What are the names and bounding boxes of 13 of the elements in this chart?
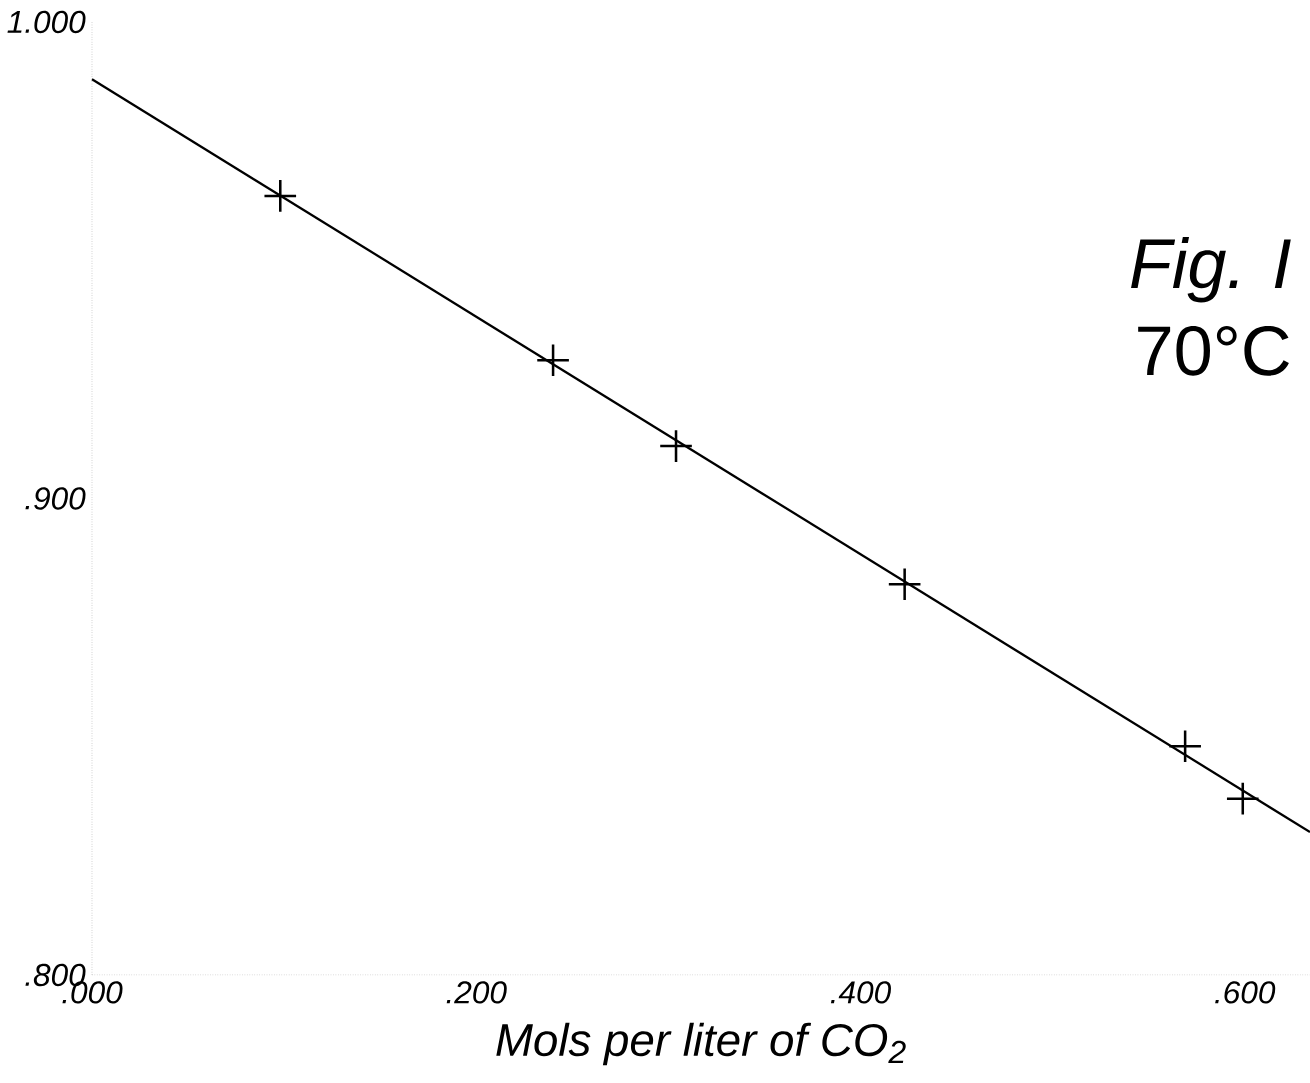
point xyxy=(537,344,569,377)
point xyxy=(1169,730,1201,763)
text: Fig. I xyxy=(1131,237,1291,303)
y-tick-label: 1.000 xyxy=(7,10,86,34)
point xyxy=(1226,782,1259,815)
y-tick-label: .900 xyxy=(25,487,86,510)
x-tick-label: .200 xyxy=(446,981,507,1004)
x-tick-label: .600 xyxy=(1215,981,1276,1004)
text: 70°C xyxy=(1138,325,1289,376)
x-tick-label: .400 xyxy=(830,981,891,1004)
point xyxy=(264,180,297,212)
x-axis-title: Mols per liter of CO$_{2}$ xyxy=(496,1022,906,1066)
point xyxy=(888,568,921,601)
